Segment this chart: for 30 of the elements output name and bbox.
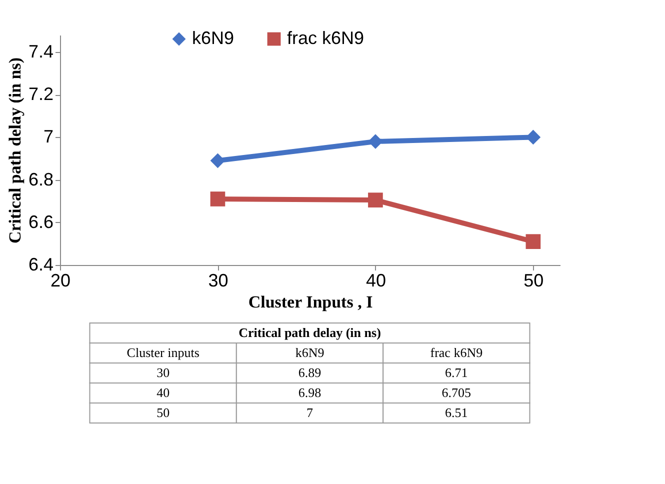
data-label: 6.71: [445, 365, 468, 380]
category-label: 40: [156, 385, 170, 400]
data-label: 6.705: [442, 385, 472, 400]
y-tick-label: 6.6: [28, 212, 54, 232]
data-label: 6.98: [298, 385, 322, 400]
point: [368, 134, 383, 149]
text: Critical path delay (in ns): [238, 325, 381, 340]
data-label: 6.89: [298, 365, 322, 380]
text: Cluster inputs: [126, 345, 200, 360]
x-tick-label: 50: [524, 270, 544, 290]
point: [210, 153, 226, 168]
point: [210, 192, 226, 206]
x-axis-title: Cluster Inputs , I: [248, 292, 374, 312]
x-tick-label: 40: [366, 270, 386, 290]
y-axis-title: Critical path delay (in ns): [5, 57, 24, 244]
series-label: k6N9: [295, 345, 324, 360]
y-tick-label: 7: [43, 126, 54, 147]
data-label: 7: [306, 405, 314, 420]
data-label: 6.51: [445, 405, 468, 420]
category-label: 50: [156, 405, 170, 420]
series-label: frac k6N9: [430, 345, 483, 360]
y-tick-label: 7.2: [28, 84, 54, 104]
y-tick-label: 6.8: [28, 169, 54, 190]
legend-label: frac k6N9: [287, 28, 364, 48]
point: [368, 192, 383, 208]
y-tick-label: 7.4: [28, 42, 54, 62]
legend-label: k6N9: [192, 28, 234, 48]
x-tick-label: 30: [208, 270, 228, 290]
category-label: 30: [156, 365, 170, 380]
point: [526, 234, 541, 249]
